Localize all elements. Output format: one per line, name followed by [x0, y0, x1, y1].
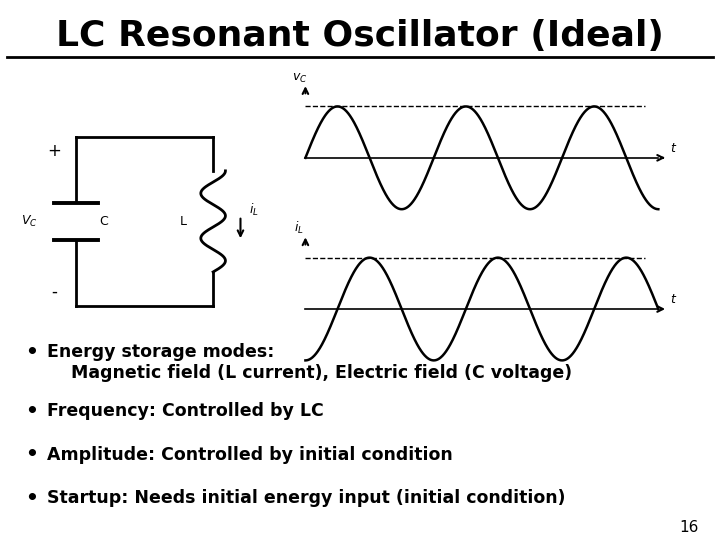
Text: Energy storage modes:
    Magnetic field (L current), Electric field (C voltage): Energy storage modes: Magnetic field (L …: [47, 343, 572, 382]
Text: $V_C$: $V_C$: [22, 214, 38, 229]
Text: C: C: [99, 215, 108, 228]
Text: Frequency: Controlled by LC: Frequency: Controlled by LC: [47, 402, 323, 420]
Text: $v_C$: $v_C$: [292, 72, 307, 85]
Text: LC Resonant Oscillator (Ideal): LC Resonant Oscillator (Ideal): [56, 19, 664, 53]
Text: +: +: [48, 142, 61, 160]
Text: Amplitude: Controlled by initial condition: Amplitude: Controlled by initial conditi…: [47, 446, 453, 463]
Text: •: •: [25, 343, 38, 362]
Text: 16: 16: [679, 519, 698, 535]
Text: $i_L$: $i_L$: [249, 202, 259, 218]
Text: •: •: [25, 489, 38, 508]
Text: $t$: $t$: [670, 142, 678, 156]
Text: •: •: [25, 402, 38, 421]
Text: L: L: [179, 215, 186, 228]
Text: $i_L$: $i_L$: [294, 220, 304, 236]
Text: •: •: [25, 446, 38, 464]
Text: -: -: [52, 282, 58, 301]
Text: $t$: $t$: [670, 293, 678, 307]
Text: Startup: Needs initial energy input (initial condition): Startup: Needs initial energy input (ini…: [47, 489, 565, 507]
